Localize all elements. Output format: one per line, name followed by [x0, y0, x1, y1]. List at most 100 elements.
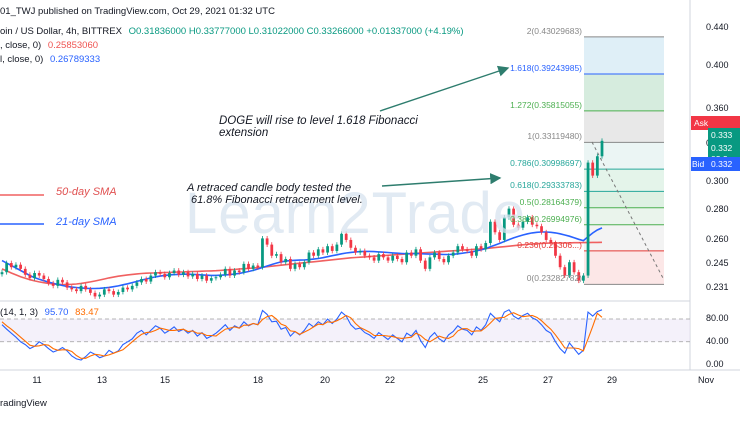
- candle-body: [544, 232, 548, 240]
- candle-body: [233, 270, 236, 276]
- candle-body: [33, 273, 36, 279]
- candle-body: [516, 224, 520, 228]
- candle-body: [79, 285, 83, 292]
- candle-body: [102, 289, 106, 295]
- candle-body: [377, 254, 381, 261]
- candle-body: [419, 249, 422, 261]
- candle-body: [372, 257, 376, 261]
- candle-body: [65, 282, 69, 288]
- candle-body: [312, 252, 316, 256]
- candle-body: [582, 275, 585, 281]
- candle-body: [479, 246, 483, 250]
- fib-zone-1: [584, 110, 664, 143]
- candle-body: [540, 226, 543, 233]
- stoch-k-value: 95.70: [44, 307, 69, 318]
- time-tick-label: Nov: [697, 375, 715, 385]
- candle-body: [493, 221, 497, 233]
- ask-label: Ask: [694, 118, 709, 128]
- candle-body: [42, 275, 46, 279]
- stoch-tick-label: 80.00: [706, 312, 729, 323]
- candle-body: [414, 249, 418, 256]
- candle-body: [14, 264, 18, 268]
- candle-body: [107, 289, 111, 292]
- symbol-info: oin / US Dollar, 4h, BITTREX O0.31836000…: [0, 26, 464, 37]
- doge-note-line2: extension: [219, 127, 269, 139]
- stoch-d-line: [1, 312, 603, 359]
- time-tick-label: 27: [542, 375, 554, 385]
- candle-body: [368, 255, 371, 258]
- candle-body: [507, 208, 511, 218]
- candle-body: [144, 278, 148, 282]
- footer-brand: radingView: [0, 398, 47, 409]
- candle-body: [56, 279, 60, 286]
- candle-body: [9, 263, 13, 268]
- fib-zone-1.272: [584, 74, 664, 111]
- price-tick-label: 0.245: [706, 257, 729, 268]
- candle-body: [456, 246, 460, 253]
- candle-body: [228, 268, 232, 276]
- stoch-params: (14, 1, 3): [0, 307, 39, 318]
- candle-body: [23, 268, 27, 275]
- candle-body: [116, 291, 120, 295]
- candle-body: [558, 255, 562, 268]
- price-tick-label: 0.440: [706, 21, 729, 32]
- fib-label-0.618: 0.618(0.29333783): [510, 180, 582, 191]
- candle-body: [261, 238, 264, 268]
- fib-zone-0.236: [584, 224, 664, 251]
- candle-body: [586, 162, 590, 276]
- publisher-line: 01_TWJ published on TradingView.com, Oct…: [0, 6, 275, 17]
- stoch-tick-label: 40.00: [706, 335, 729, 346]
- candle-body: [126, 287, 129, 290]
- price-tick-label: 0.280: [706, 204, 729, 215]
- candle-body: [321, 249, 325, 253]
- candle-body: [191, 273, 195, 277]
- candle-body: [302, 262, 306, 268]
- candle-body: [405, 252, 409, 263]
- candle-body: [93, 292, 97, 297]
- fib-label-1: 1(0.33119480): [527, 131, 582, 142]
- stoch-legend: (14, 1, 3) 95.70 83.47: [0, 307, 99, 318]
- candle-body: [88, 289, 92, 293]
- ma2-value: 0.26789333: [49, 54, 101, 65]
- candle-body: [251, 265, 255, 269]
- candle-body: [554, 243, 557, 256]
- candle-body: [512, 208, 516, 225]
- ma1-label: , close, 0): [0, 40, 42, 51]
- price-tick-label: 0.260: [706, 233, 729, 244]
- candle-body: [386, 257, 390, 261]
- candle-body: [442, 258, 446, 263]
- candle-body: [288, 258, 292, 269]
- candle-body: [563, 267, 567, 276]
- candle-body: [37, 273, 41, 276]
- candle-body: [526, 217, 529, 222]
- candle-body: [475, 246, 478, 256]
- candle-body: [186, 272, 190, 277]
- candle-body: [275, 254, 278, 256]
- fib-zone-0.618: [584, 169, 664, 192]
- stoch-band: [0, 318, 690, 342]
- candle-body: [423, 260, 427, 269]
- arrow-to-1618: [379, 65, 510, 112]
- candle-body: [568, 262, 571, 276]
- ohlc-values: O0.31836000 H0.33777000 L0.31022000 C0.3…: [128, 26, 464, 37]
- stoch-tick-label: 0.00: [706, 358, 724, 369]
- watermark: Learn2Trade: [185, 181, 526, 246]
- candle-body: [433, 252, 436, 258]
- candle-body: [354, 247, 357, 253]
- candle-body: [461, 246, 464, 250]
- ma2-label: l, close, 0): [0, 54, 44, 65]
- fib-label-0: 0(0.23282782): [526, 273, 582, 284]
- candle-body: [158, 272, 162, 274]
- last-price-tag: 0.332: [708, 142, 740, 154]
- candle-body: [316, 249, 320, 256]
- candle-body: [61, 279, 64, 283]
- symbol-name: oin / US Dollar, 4h, BITTREX: [0, 26, 122, 37]
- candle-body: [75, 289, 78, 292]
- projection-line: [591, 141, 665, 281]
- stoch-d-value: 83.47: [75, 307, 99, 318]
- price-tick-label: 0.231: [706, 281, 729, 292]
- candle-body: [349, 239, 353, 248]
- time-tick-label: 25: [477, 375, 489, 385]
- fib-label-2: 2(0.43029683): [526, 25, 582, 36]
